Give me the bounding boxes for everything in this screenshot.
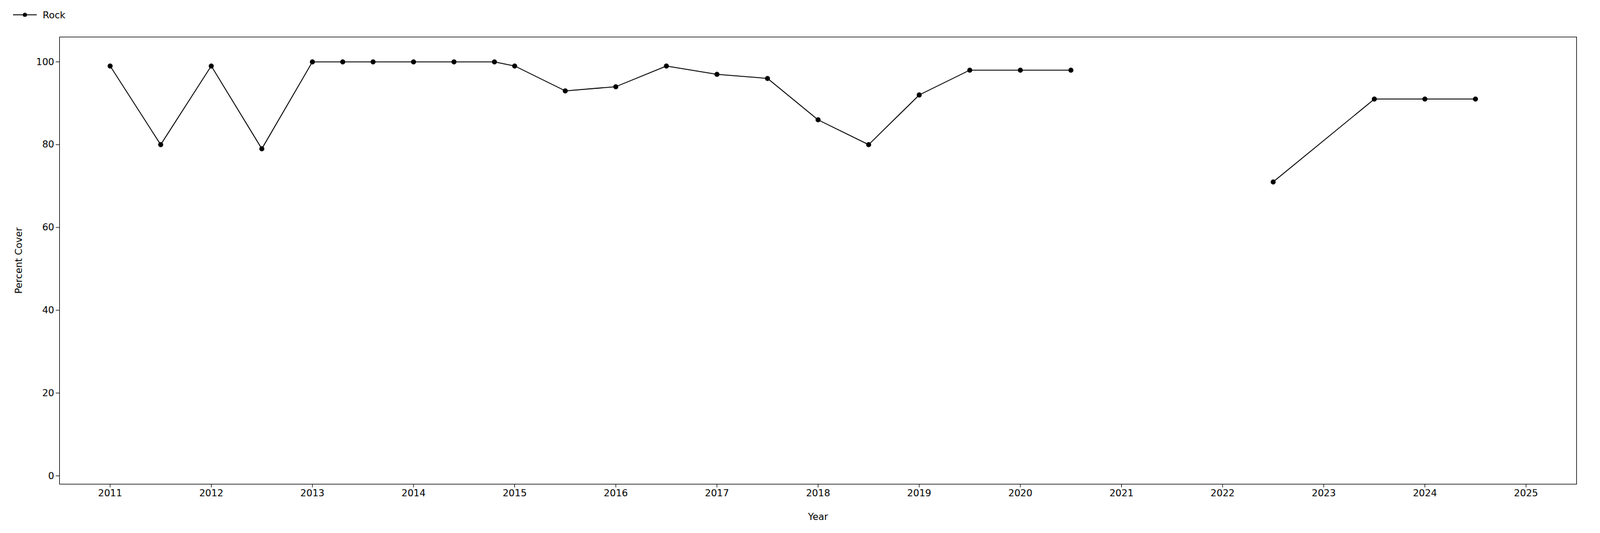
svg-text:2011: 2011: [97, 487, 123, 499]
svg-text:0: 0: [48, 470, 54, 482]
svg-text:100: 100: [36, 56, 55, 68]
svg-text:Percent Cover: Percent Cover: [13, 227, 25, 295]
svg-text:2015: 2015: [502, 487, 527, 499]
svg-text:2025: 2025: [1514, 487, 1539, 499]
svg-text:2013: 2013: [300, 487, 325, 499]
svg-text:40: 40: [42, 304, 54, 316]
svg-text:2023: 2023: [1311, 487, 1336, 499]
svg-text:60: 60: [42, 221, 54, 233]
svg-text:2020: 2020: [1008, 487, 1033, 499]
svg-text:Year: Year: [807, 511, 829, 523]
svg-text:20: 20: [42, 387, 54, 399]
svg-text:2016: 2016: [603, 487, 629, 499]
svg-text:2019: 2019: [907, 487, 932, 499]
svg-text:2024: 2024: [1412, 487, 1438, 499]
svg-text:2021: 2021: [1109, 487, 1134, 499]
svg-text:2012: 2012: [199, 487, 224, 499]
svg-text:2014: 2014: [401, 487, 426, 499]
svg-text:2017: 2017: [704, 487, 729, 499]
svg-text:80: 80: [42, 138, 54, 150]
svg-text:2018: 2018: [805, 487, 831, 499]
html-text:Rock: Rock: [42, 9, 66, 21]
svg-text:2022: 2022: [1210, 487, 1235, 499]
